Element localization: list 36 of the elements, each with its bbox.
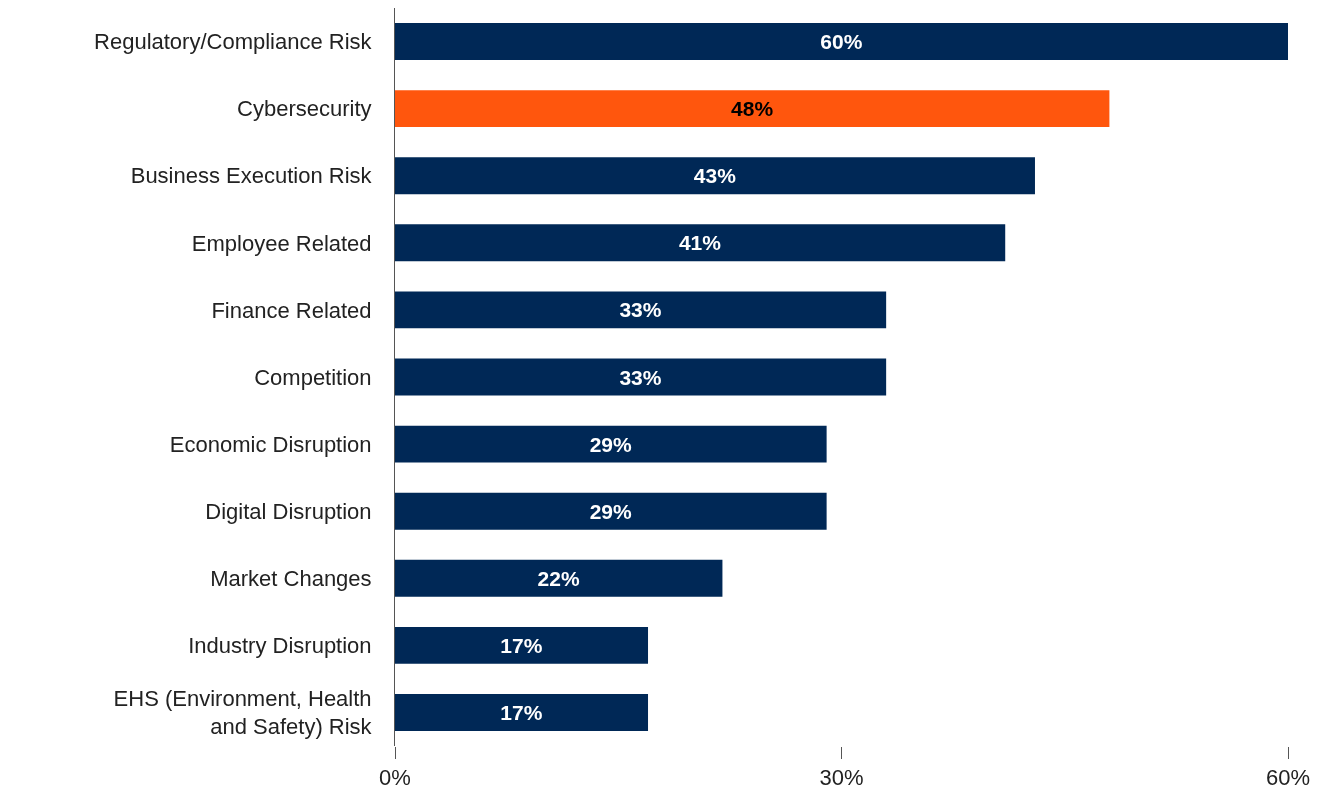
data-label: 33%: [619, 298, 662, 322]
y-tick-label: Competition: [254, 364, 372, 390]
y-tick-label: Employee Related: [191, 230, 372, 256]
bar: [395, 157, 1035, 195]
data-label: 29%: [589, 499, 632, 523]
y-tick-label: Industry Disruption: [188, 633, 372, 659]
data-label: 60%: [820, 30, 863, 54]
data-label: 17%: [500, 633, 543, 657]
bar: [395, 23, 1288, 60]
bar: [395, 90, 1110, 128]
x-tick-label: 60%: [1265, 765, 1311, 791]
bar: [395, 291, 887, 329]
data-label: 29%: [589, 432, 632, 456]
y-tick-label: Cybersecurity: [237, 96, 372, 122]
y-tick-label: Digital Disruption: [205, 498, 372, 524]
bar: [395, 425, 827, 463]
data-label: 33%: [619, 365, 662, 389]
y-tick-label: Business Execution Risk: [130, 163, 373, 189]
data-label: 22%: [537, 566, 580, 590]
y-tick-label: Regulatory/Compliance Risk: [94, 29, 373, 55]
x-tick-label: 30%: [819, 765, 864, 791]
bar: [395, 358, 887, 396]
bar: [395, 694, 649, 731]
y-tick-label: Market Changes: [210, 565, 372, 591]
data-label: 17%: [500, 700, 543, 724]
bar: [395, 626, 649, 664]
bar: [395, 492, 827, 530]
data-label: 48%: [731, 97, 774, 121]
y-tick-label: Economic Disruption: [169, 431, 372, 457]
data-label: 41%: [678, 231, 722, 255]
y-tick-label: Finance Related: [211, 297, 372, 323]
y-tick-label: EHS (Environment, Health and Safety) Risk: [113, 685, 373, 740]
bar: [395, 559, 723, 597]
data-label: 43%: [693, 164, 737, 188]
x-tick-label: 0%: [379, 765, 411, 791]
bar: [395, 224, 1006, 262]
